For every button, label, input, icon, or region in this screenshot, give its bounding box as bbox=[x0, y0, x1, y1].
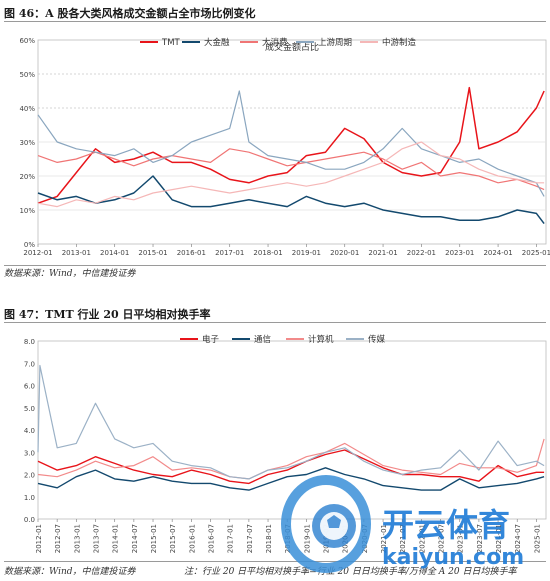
y-tick-label: 0% bbox=[24, 241, 35, 249]
figure1-title-rule bbox=[4, 21, 546, 22]
y-tick-label: 6.0 bbox=[24, 383, 35, 391]
x-tick-label: 2012-01 bbox=[35, 524, 43, 553]
x-tick-label: 2022-07 bbox=[438, 524, 446, 553]
series-line-1 bbox=[37, 175, 545, 225]
tmt-relative-turnover-line-chart: 0.0 1.0 2.0 3.0 4.0 5.0 6.0 7.0 8.0 2012-01 2012-0… bbox=[24, 334, 547, 553]
series-line-2 bbox=[37, 438, 545, 480]
y-tick-label: 60% bbox=[19, 37, 35, 45]
x-tick-label: 2021-01 bbox=[380, 524, 388, 553]
x-tick-label: 2014-01 bbox=[100, 249, 129, 257]
x-tick-label: 2025-01 bbox=[533, 524, 541, 553]
figure2-source-rule bbox=[4, 561, 546, 562]
x-tick-label: 2016-01 bbox=[177, 249, 206, 257]
x-tick-label: 2014-07 bbox=[131, 524, 139, 553]
y-tick-label: 1.0 bbox=[24, 494, 35, 502]
y-tick-label: 8.0 bbox=[24, 338, 35, 346]
series-line-3 bbox=[37, 364, 545, 480]
x-tick-label: 2024-01 bbox=[483, 249, 512, 257]
legend-label-3: 传媒 bbox=[368, 334, 386, 345]
legend-label-1: 大金融 bbox=[204, 37, 230, 48]
x-tick-label: 2021-07 bbox=[399, 524, 407, 553]
turnover-share-line-chart: 0% 10% 20% 30% 40% 50% 60% 2012-01 2013-01 2014-0… bbox=[19, 37, 550, 257]
kaiyun-watermark-logo: 开云体育 kaiyun.com bbox=[281, 475, 524, 573]
figure1-title: 图 46：A 股各大类风格成交金额占全市场比例变化 bbox=[4, 7, 256, 20]
series-line-1 bbox=[37, 467, 545, 491]
x-tick-label: 2017-01 bbox=[215, 249, 244, 257]
series-line-4 bbox=[37, 141, 545, 208]
figure2-title: 图 47：TMT 行业 20 日平均相对换手率 bbox=[4, 308, 211, 321]
watermark-brand-text: 开云体育 bbox=[382, 506, 510, 544]
x-tick-label: 2015-01 bbox=[138, 249, 167, 257]
y-tick-label: 0.0 bbox=[24, 516, 35, 524]
x-tick-label: 2023-01 bbox=[445, 249, 474, 257]
y-tick-label: 3.0 bbox=[24, 449, 35, 457]
x-tick-label: 2014-01 bbox=[112, 524, 120, 553]
y-tick-label: 40% bbox=[19, 105, 35, 113]
legend-label-1: 通信 bbox=[254, 334, 272, 345]
x-tick-label: 2015-01 bbox=[150, 524, 158, 553]
x-tick-label: 2022-01 bbox=[418, 524, 426, 553]
x-tick-label: 2016-07 bbox=[208, 524, 216, 553]
series-line-3 bbox=[37, 90, 545, 197]
series-line-0 bbox=[37, 86, 545, 204]
x-tick-label: 2023-07 bbox=[476, 524, 484, 553]
x-tick-label: 2018-01 bbox=[253, 249, 282, 257]
y-tick-label: 5.0 bbox=[24, 405, 35, 413]
legend-label-0: TMT bbox=[161, 38, 181, 48]
legend-label-4: 中游制造 bbox=[382, 37, 417, 48]
x-tick-label: 2017-01 bbox=[227, 524, 235, 553]
x-tick-label: 2012-07 bbox=[54, 524, 62, 553]
x-tick-label: 2025-01 bbox=[522, 249, 550, 257]
y-tick-label: 7.0 bbox=[24, 360, 35, 368]
x-tick-label: 2013-01 bbox=[62, 249, 91, 257]
x-tick-label: 2021-01 bbox=[368, 249, 397, 257]
x-tick-label: 2016-01 bbox=[188, 524, 196, 553]
chart-title: 成交金额占比 bbox=[265, 41, 319, 53]
x-tick-label: 2012-01 bbox=[23, 249, 52, 257]
y-tick-label: 4.0 bbox=[24, 427, 35, 435]
x-tick-label: 2020-01 bbox=[330, 249, 359, 257]
y-tick-label: 2.0 bbox=[24, 472, 35, 480]
x-tick-label: 2019-01 bbox=[292, 249, 321, 257]
legend-label-2: 大消费 bbox=[262, 37, 288, 48]
series-line-2 bbox=[37, 148, 545, 191]
watermark-domain-text: kaiyun.com bbox=[382, 545, 524, 570]
x-tick-label: 2013-07 bbox=[93, 524, 101, 553]
y-tick-label: 10% bbox=[19, 207, 35, 215]
y-tick-label: 30% bbox=[19, 139, 35, 147]
figure1-source-rule bbox=[4, 265, 546, 266]
x-tick-label: 2023-01 bbox=[457, 524, 465, 553]
y-tick-label: 50% bbox=[19, 71, 35, 79]
figure2-source: 数据来源：Wind，中信建投证券 bbox=[4, 567, 136, 577]
x-tick-label: 2017-07 bbox=[246, 524, 254, 553]
x-tick-label: 2024-07 bbox=[514, 524, 522, 553]
legend-label-0: 电子 bbox=[202, 334, 220, 345]
x-tick-label: 2024-01 bbox=[495, 524, 503, 553]
y-tick-label: 20% bbox=[19, 173, 35, 181]
legend-label-3: 上游周期 bbox=[318, 37, 352, 48]
figure1-source: 数据来源：Wind，中信建投证券 bbox=[4, 269, 136, 279]
x-tick-label: 2018-01 bbox=[265, 524, 273, 553]
legend-label-2: 计算机 bbox=[308, 334, 334, 345]
x-tick-label: 2019-01 bbox=[303, 524, 311, 553]
x-tick-label: 2013-01 bbox=[73, 524, 81, 553]
figure2-note: 注：行业 20 日平均相对换手率=行业 20 日日均换手率/万得全 A 20 日… bbox=[184, 567, 517, 577]
x-tick-label: 2022-01 bbox=[407, 249, 436, 257]
figure2-title-rule bbox=[4, 322, 546, 323]
x-tick-label: 2015-07 bbox=[169, 524, 177, 553]
